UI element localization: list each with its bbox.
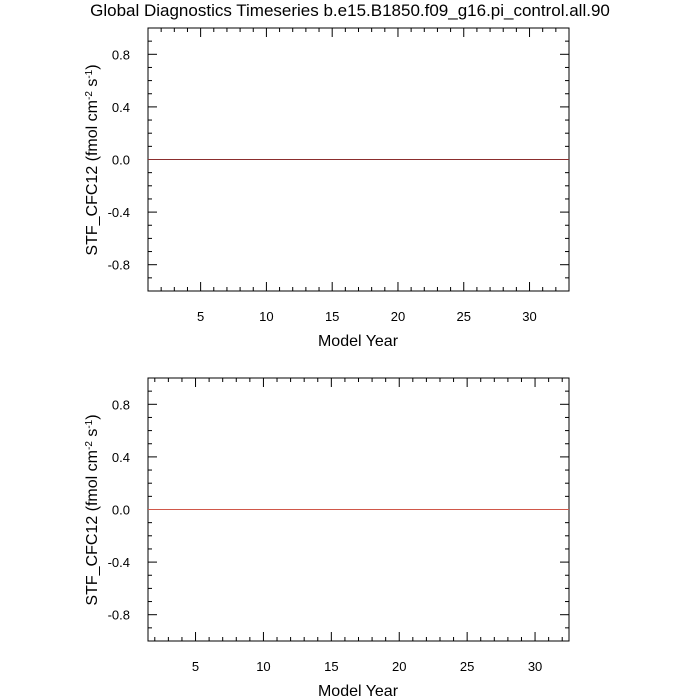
y-tick-label: -0.4 xyxy=(108,205,130,220)
y-tick-label: 0.4 xyxy=(112,100,130,115)
y-axis-label-mid: s xyxy=(84,79,101,91)
y-axis-label-top: STF_CFC12 (fmol cm-2 s-1) xyxy=(84,64,102,255)
y-tick-label: 0.0 xyxy=(112,503,130,518)
y-axis-label-sup1: -2 xyxy=(84,441,95,450)
y-tick-label: -0.8 xyxy=(108,608,130,623)
y-axis-label-main: STF_CFC12 (fmol cm xyxy=(84,450,101,606)
figure-title: Global Diagnostics Timeseries b.e15.B185… xyxy=(90,1,610,20)
y-axis-label-end: ) xyxy=(84,64,101,69)
x-tick-label: 5 xyxy=(192,659,199,674)
y-axis-label-end: ) xyxy=(84,414,101,419)
x-axis-label-top: Model Year xyxy=(318,333,399,350)
y-axis-label-sup2: -1 xyxy=(84,69,95,78)
y-axis-label-sup2: -1 xyxy=(84,419,95,428)
x-tick-label: 20 xyxy=(392,659,406,674)
y-tick-label: 0.8 xyxy=(112,47,130,62)
x-tick-label: 20 xyxy=(391,309,405,324)
y-tick-label: -0.8 xyxy=(108,258,130,273)
y-axis-label-main: STF_CFC12 (fmol cm xyxy=(84,100,101,256)
x-axis-label-bottom: Model Year xyxy=(318,683,399,700)
x-tick-label: 25 xyxy=(460,659,474,674)
y-tick-label: -0.4 xyxy=(108,555,130,570)
x-tick-label: 10 xyxy=(256,659,270,674)
y-axis-label-sup1: -2 xyxy=(84,91,95,100)
y-tick-label: 0.0 xyxy=(112,153,130,168)
x-tick-label: 10 xyxy=(259,309,273,324)
x-tick-label: 30 xyxy=(522,309,536,324)
x-tick-label: 5 xyxy=(197,309,204,324)
x-tick-label: 25 xyxy=(457,309,471,324)
y-axis-label-bottom: STF_CFC12 (fmol cm-2 s-1) xyxy=(84,414,102,605)
x-tick-label: 15 xyxy=(324,659,338,674)
y-tick-label: 0.4 xyxy=(112,450,130,465)
x-tick-label: 15 xyxy=(325,309,339,324)
x-tick-label: 30 xyxy=(528,659,542,674)
y-axis-label-mid: s xyxy=(84,429,101,441)
y-tick-label: 0.8 xyxy=(112,397,130,412)
